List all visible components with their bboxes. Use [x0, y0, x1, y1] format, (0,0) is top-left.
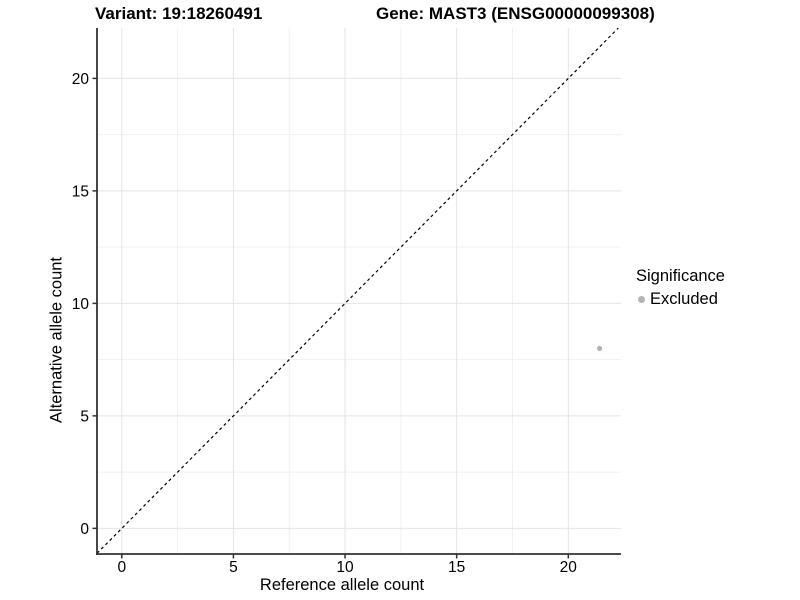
- y-axis-title: Alternative allele count: [47, 256, 66, 424]
- y-tick-label: 10: [72, 296, 90, 313]
- legend-point-swatch: [638, 296, 645, 303]
- gene-title: Gene: MAST3 (ENSG00000099308): [376, 4, 655, 23]
- y-tick-label: 15: [72, 183, 89, 200]
- legend-item: Excluded: [636, 290, 725, 309]
- y-tick-label: 5: [80, 408, 89, 425]
- x-tick-label: 0: [117, 559, 126, 576]
- x-tick-label: 5: [229, 559, 238, 576]
- x-tick-label: 15: [448, 559, 465, 576]
- legend: Significance Excluded: [636, 267, 725, 309]
- legend-items: Excluded: [636, 290, 725, 309]
- y-tick-label: 20: [72, 71, 90, 88]
- legend-title: Significance: [636, 267, 725, 285]
- identity-line: [96, 27, 619, 554]
- x-tick-label: 20: [560, 559, 578, 576]
- y-tick-label: 0: [80, 521, 89, 538]
- data-point: [596, 345, 603, 351]
- variant-title: Variant: 19:18260491: [95, 4, 263, 23]
- x-axis-title: Reference allele count: [259, 576, 425, 594]
- x-tick-label: 10: [336, 559, 354, 576]
- legend-item-label: Excluded: [650, 290, 718, 308]
